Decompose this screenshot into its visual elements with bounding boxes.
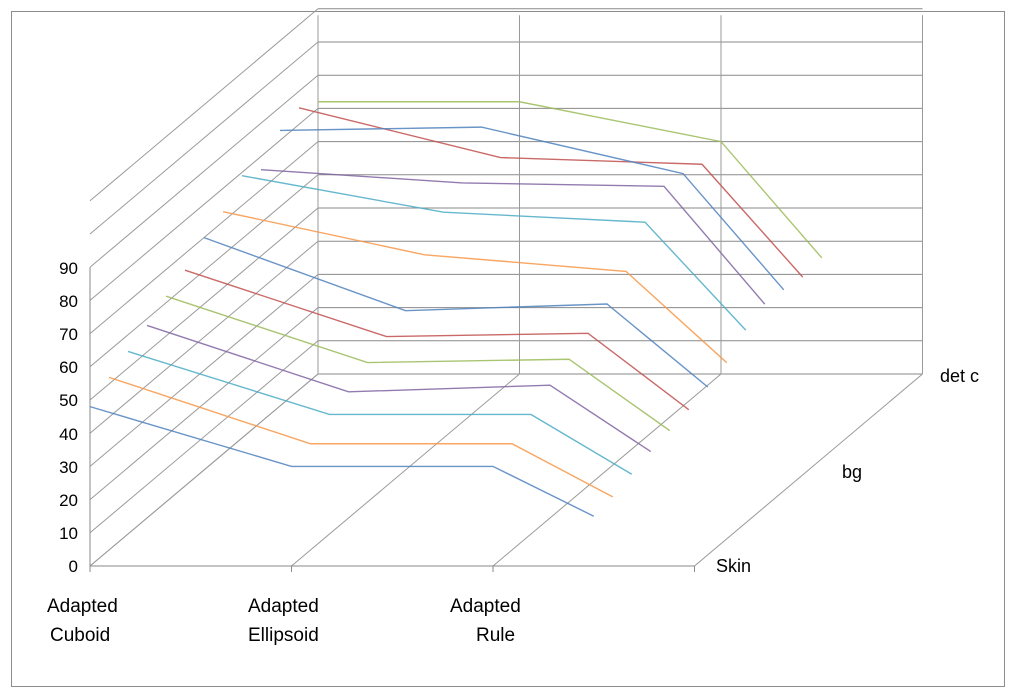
series-line — [89, 405, 595, 517]
side-gridline — [89, 108, 319, 301]
x-category-label: Rule — [476, 625, 515, 646]
axis-labels: 0 10 20 30 40 50 60 70 80 90 Adapted Cub… — [47, 259, 979, 646]
y-tick-label: 40 — [59, 425, 78, 444]
side-gridline — [89, 274, 319, 467]
series-line — [318, 101, 823, 259]
x-category-label: Cuboid — [50, 625, 110, 646]
series-line — [222, 210, 728, 364]
side-gridline — [89, 74, 319, 268]
x-category-label: Adapted — [248, 596, 319, 617]
floor-gridline — [694, 373, 923, 567]
depth-axis-label: det c — [940, 366, 979, 386]
series-line — [165, 295, 671, 432]
floor-gridline — [291, 373, 520, 567]
series-line — [184, 269, 690, 411]
series-line — [260, 168, 766, 305]
floor-gridline — [492, 373, 722, 567]
series-line — [241, 175, 747, 331]
side-gridline — [89, 207, 319, 401]
chart-frame — [11, 11, 1005, 687]
y-tick-label: 80 — [59, 292, 78, 311]
y-tick-label: 50 — [59, 391, 78, 410]
side-gridline — [89, 340, 319, 534]
x-category-label: Adapted — [450, 596, 521, 617]
series-line — [108, 376, 614, 498]
x-category-label: Adapted — [47, 596, 118, 617]
floor-gridline — [89, 373, 319, 567]
y-tick-label: 20 — [59, 491, 78, 510]
y-tick-label: 10 — [59, 524, 78, 543]
series-line — [279, 126, 785, 291]
series-line — [298, 107, 804, 278]
side-gridline — [89, 41, 319, 235]
series-lines — [89, 101, 823, 517]
series-line — [127, 350, 633, 475]
series-line — [146, 324, 652, 453]
x-category-label: Ellipsoid — [248, 625, 319, 646]
depth-axis-label: bg — [842, 462, 862, 482]
y-tick-label: 0 — [69, 557, 78, 576]
side-gridline — [89, 240, 319, 434]
y-tick-label: 30 — [59, 458, 78, 477]
side-gridline — [89, 307, 319, 500]
side-gridline — [89, 174, 319, 368]
side-gridline — [89, 8, 319, 202]
y-tick-label: 60 — [59, 358, 78, 377]
depth-axis-label: Skin — [716, 556, 751, 576]
chart-walls — [89, 8, 923, 572]
series-line — [203, 236, 709, 388]
y-tick-label: 70 — [59, 325, 78, 344]
y-tick-label: 90 — [59, 259, 78, 278]
